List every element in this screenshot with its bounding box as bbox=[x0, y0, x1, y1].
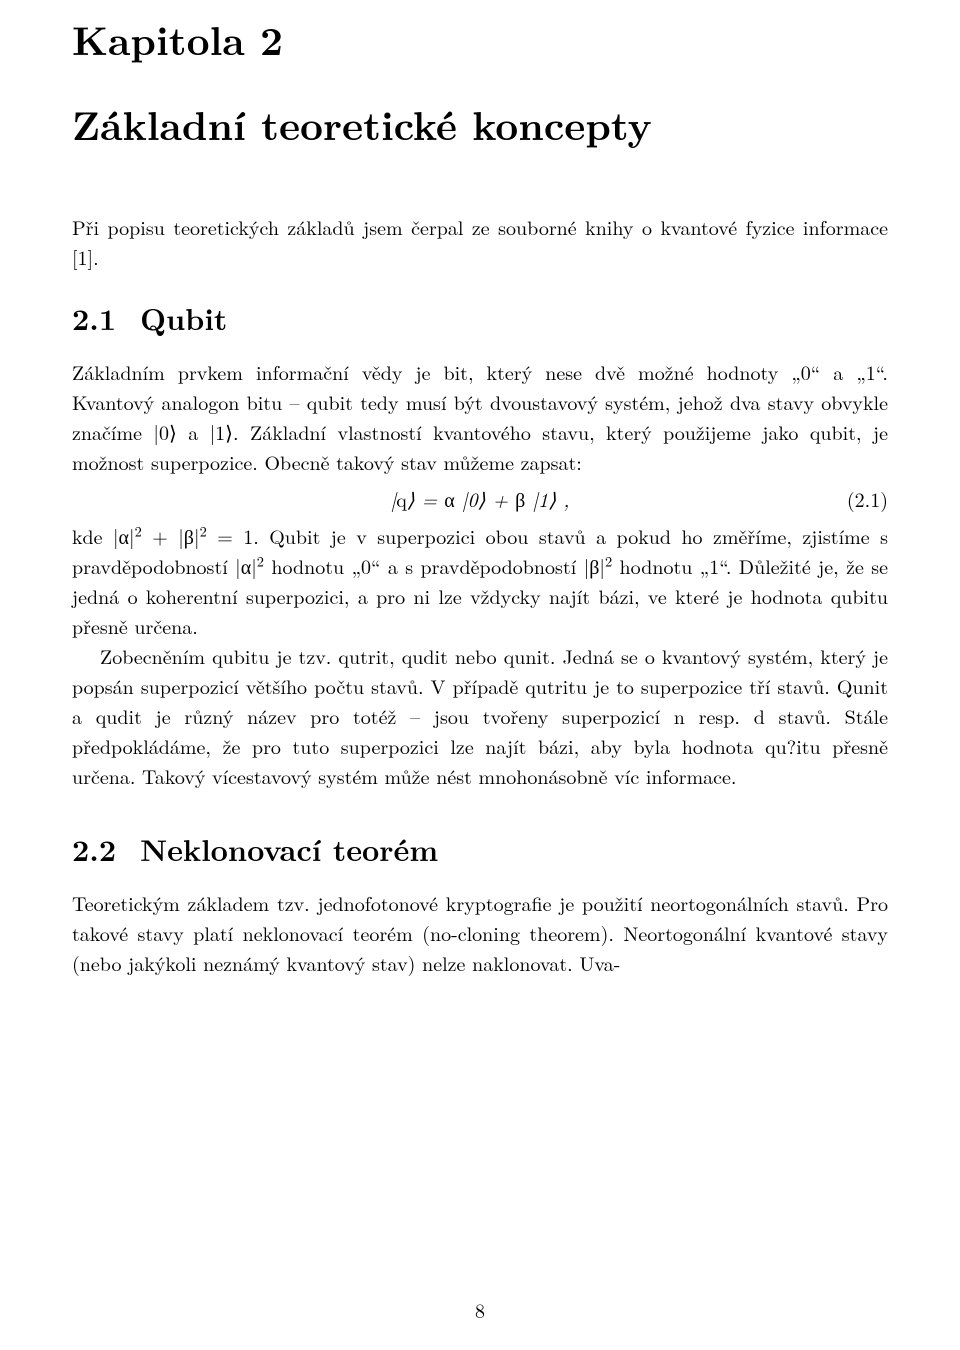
section-2-1-paragraph-2: kde |α|2 + |β|2 = 1. Qubit je v superpoz… bbox=[72, 521, 888, 641]
section-2-1-number: 2.1 bbox=[72, 296, 116, 339]
section-2-1-paragraph-1: Základním prvkem informační vědy je bit,… bbox=[72, 357, 888, 477]
equation-2-1-row: |q⟩ = α |0⟩ + β |1⟩ , (2.1) bbox=[72, 483, 888, 515]
intro-paragraph: Při popisu teoretických základů jsem čer… bbox=[72, 212, 888, 272]
section-2-1-title: Qubit bbox=[140, 296, 227, 339]
section-2-2-heading: 2.2 Neklonovací teorém bbox=[72, 827, 888, 870]
page-number: 8 bbox=[0, 1295, 960, 1324]
chapter-label: Kapitola 2 bbox=[72, 10, 888, 67]
section-2-2-title: Neklonovací teorém bbox=[140, 827, 438, 870]
page: Kapitola 2 Základní teoretické koncepty … bbox=[0, 0, 960, 1350]
equation-2-1: |q⟩ = α |0⟩ + β |1⟩ , bbox=[391, 484, 570, 514]
chapter-title: Základní teoretické koncepty bbox=[72, 95, 888, 152]
section-2-1-heading: 2.1 Qubit bbox=[72, 296, 888, 339]
section-2-1-paragraph-3: Zobecněním qubitu je tzv. qutrit, qudit … bbox=[72, 641, 888, 791]
equation-2-1-number: (2.1) bbox=[847, 484, 888, 514]
section-2-2-number: 2.2 bbox=[72, 827, 116, 870]
section-2-2-paragraph-1: Teoretickým základem tzv. jednofotonové … bbox=[72, 888, 888, 978]
